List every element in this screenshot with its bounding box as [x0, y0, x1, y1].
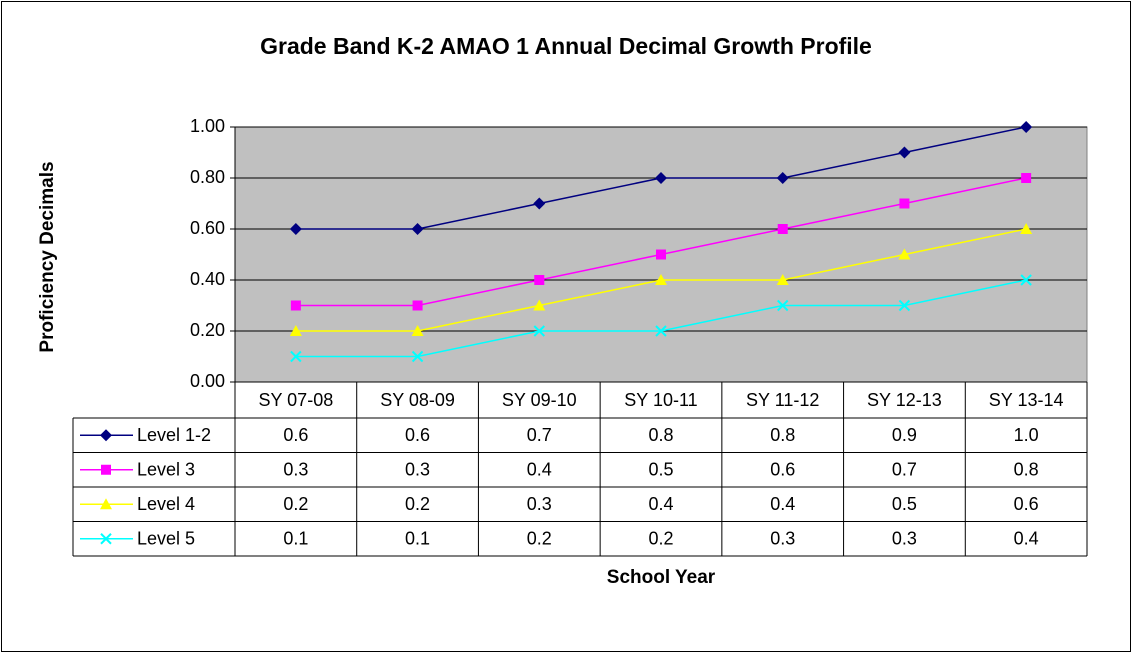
table-value: 0.2: [405, 494, 430, 514]
legend-label: Level 1-2: [137, 425, 211, 445]
legend-key-marker: [100, 533, 112, 545]
table-value: 0.4: [770, 494, 795, 514]
table-value: 0.3: [405, 460, 430, 480]
x-tick-label: SY 13-14: [989, 390, 1064, 410]
series-marker: [289, 223, 302, 235]
table-value: 0.3: [527, 494, 552, 514]
series-marker: [533, 197, 546, 210]
legend-key-marker: [100, 429, 112, 442]
legend-label: Level 5: [137, 529, 195, 549]
series-marker: [1021, 173, 1032, 183]
x-tick-label: SY 07-08: [258, 390, 333, 410]
series-marker: [655, 325, 667, 337]
series-marker: [411, 350, 424, 363]
series-marker: [412, 300, 423, 311]
series-marker: [290, 300, 301, 311]
x-tick-label: SY 08-09: [380, 390, 455, 410]
legend-label: Level 4: [137, 494, 195, 514]
table-value: 0.3: [283, 460, 308, 480]
table-value: 0.5: [892, 494, 917, 514]
series-marker: [533, 325, 545, 337]
table-value: 0.3: [770, 529, 795, 549]
table-value: 0.1: [405, 529, 430, 549]
table-value: 0.1: [283, 529, 308, 549]
table-value: 0.7: [892, 460, 917, 480]
series-marker: [777, 299, 789, 312]
series-marker: [534, 275, 545, 285]
legend-label: Level 3: [137, 460, 195, 480]
series-marker: [1020, 274, 1032, 286]
y-tick-label: 0.80: [190, 167, 225, 187]
series-marker: [899, 198, 910, 209]
legend-key-marker: [100, 498, 112, 510]
series-marker: [656, 249, 666, 260]
table-value: 1.0: [1014, 425, 1039, 445]
series-marker: [411, 325, 424, 336]
y-tick-label: 0.20: [190, 320, 225, 340]
series-marker: [1020, 223, 1033, 234]
table-value: 0.6: [405, 425, 430, 445]
series-marker: [898, 146, 911, 159]
series-marker: [777, 224, 788, 234]
table-value: 0.7: [527, 425, 552, 445]
table-value: 0.9: [892, 425, 917, 445]
series-marker: [289, 325, 302, 336]
x-tick-label: SY 12-13: [867, 390, 942, 410]
series-marker: [655, 172, 667, 184]
x-tick-label: SY 10-11: [624, 390, 697, 410]
series-marker: [898, 299, 911, 312]
table-value: 0.2: [527, 529, 552, 549]
table-value: 0.8: [648, 425, 673, 445]
table-value: 0.3: [892, 529, 917, 549]
x-tick-label: SY 11-12: [746, 390, 819, 410]
series-marker: [1020, 121, 1033, 133]
series-marker: [898, 248, 911, 260]
table-value: 0.4: [648, 494, 673, 514]
table-value: 0.8: [1014, 460, 1039, 480]
x-tick-label: SY 09-10: [502, 390, 577, 410]
series-marker: [776, 274, 789, 285]
table-value: 0.4: [1014, 529, 1039, 549]
table-value: 0.5: [648, 460, 673, 480]
series-marker: [411, 223, 424, 235]
legend-key-marker: [101, 464, 111, 475]
table-value: 0.6: [1014, 494, 1039, 514]
table-value: 0.2: [283, 494, 308, 514]
y-axis-label: Proficiency Decimals: [37, 161, 58, 352]
table-value: 0.8: [770, 425, 795, 445]
chart-title: Grade Band K-2 AMAO 1 Annual Decimal Gro…: [260, 33, 872, 59]
y-tick-label: 0.40: [190, 269, 225, 289]
y-tick-label: 0.00: [190, 371, 225, 391]
x-axis-label: School Year: [607, 567, 716, 588]
y-tick-label: 0.60: [190, 218, 225, 238]
y-tick-label: 1.00: [190, 116, 225, 136]
series-marker: [655, 274, 667, 285]
series-marker: [290, 350, 302, 363]
table-value: 0.6: [283, 425, 308, 445]
table-value: 0.4: [527, 460, 552, 480]
table-value: 0.2: [648, 529, 673, 549]
table-value: 0.6: [770, 460, 795, 480]
series-marker: [533, 299, 546, 311]
series-marker: [776, 172, 789, 184]
